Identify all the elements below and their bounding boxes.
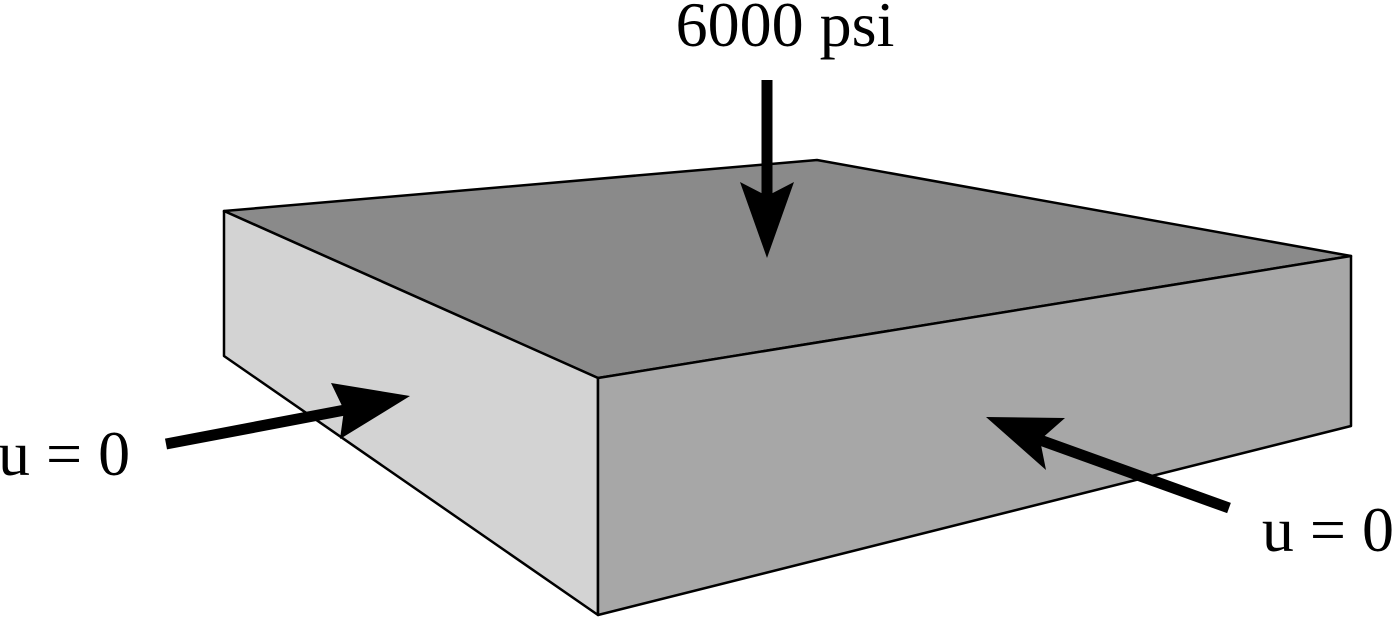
left-bc-arrow-shaft [166,410,345,444]
left-bc-label: u = 0 [0,418,130,489]
top-load-label: 6000 psi [676,0,895,60]
right-bc-label: u = 0 [1262,494,1394,565]
